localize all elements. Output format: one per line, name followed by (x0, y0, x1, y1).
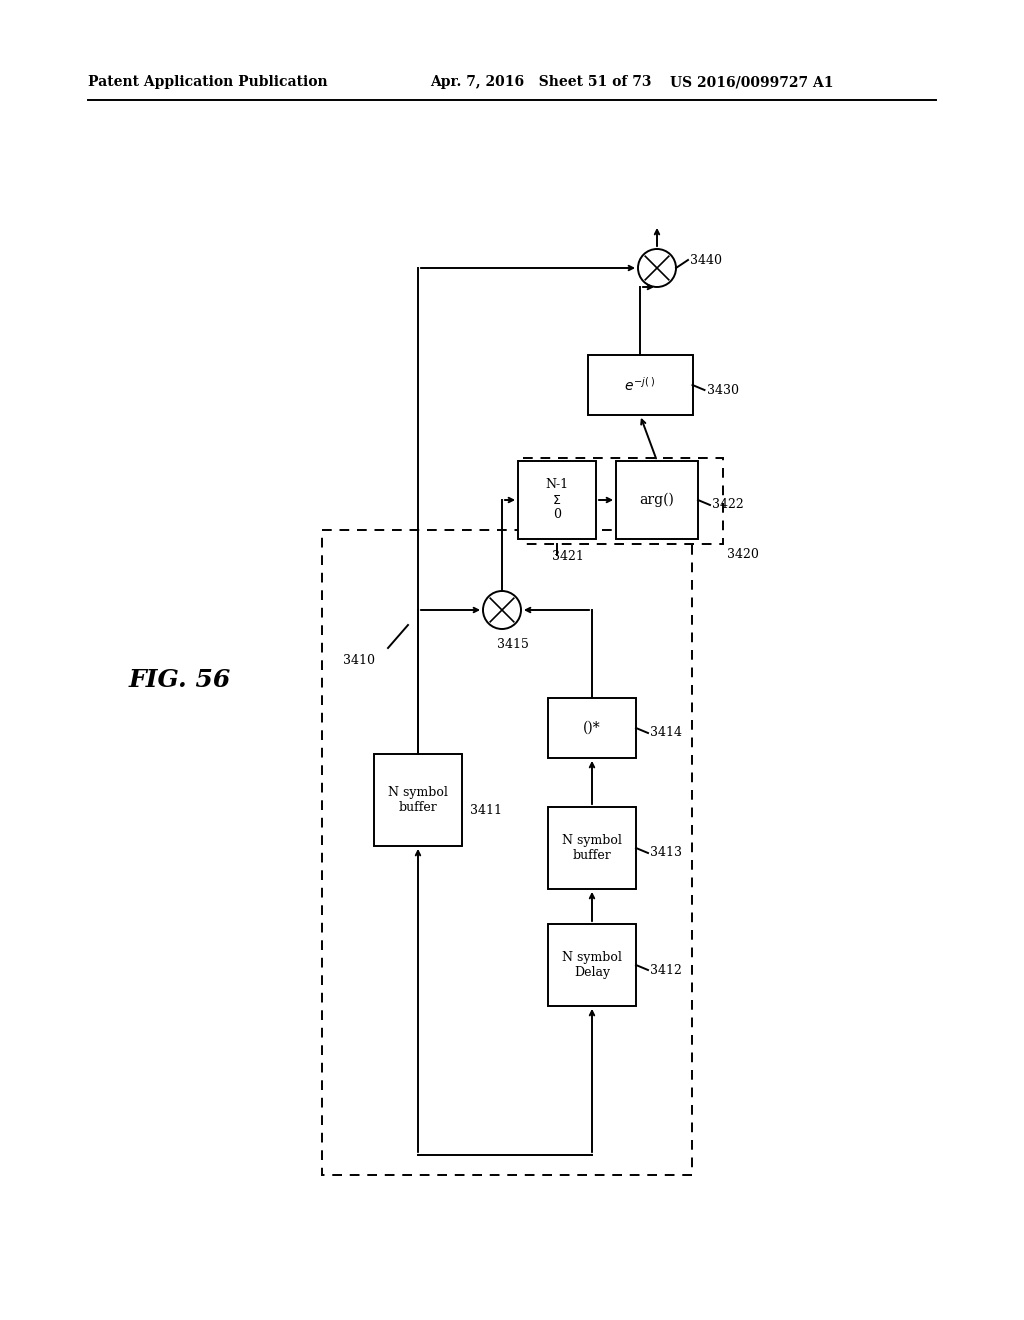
Text: 3415: 3415 (497, 639, 528, 652)
Text: 3413: 3413 (650, 846, 682, 859)
Bar (523, 458, 723, 544)
Text: 3420: 3420 (727, 548, 759, 561)
Text: $e^{-j(\ )}$: $e^{-j(\ )}$ (624, 376, 656, 393)
Bar (322, 531, 692, 1175)
Bar (588, 355, 692, 414)
Bar (548, 924, 636, 1006)
Text: 3410: 3410 (343, 653, 375, 667)
Text: 3412: 3412 (650, 964, 682, 977)
Text: 3422: 3422 (712, 499, 743, 511)
Text: N symbol
Delay: N symbol Delay (562, 950, 622, 979)
Text: N symbol
buffer: N symbol buffer (562, 834, 622, 862)
Bar (548, 807, 636, 888)
Bar (548, 698, 636, 758)
Text: arg(): arg() (640, 492, 675, 507)
Text: N-1
$\Sigma$
0: N-1 $\Sigma$ 0 (546, 479, 568, 521)
Text: N symbol
buffer: N symbol buffer (388, 785, 447, 814)
Text: ()*: ()* (584, 721, 601, 735)
Bar (518, 461, 596, 539)
Text: Patent Application Publication: Patent Application Publication (88, 75, 328, 88)
Text: FIG. 56: FIG. 56 (129, 668, 231, 692)
Text: 3440: 3440 (690, 253, 722, 267)
Text: Apr. 7, 2016   Sheet 51 of 73: Apr. 7, 2016 Sheet 51 of 73 (430, 75, 651, 88)
Text: 3430: 3430 (707, 384, 738, 396)
Bar (616, 461, 698, 539)
Text: 3414: 3414 (650, 726, 682, 739)
Text: US 2016/0099727 A1: US 2016/0099727 A1 (670, 75, 834, 88)
Text: 3411: 3411 (470, 804, 502, 817)
Bar (374, 754, 462, 846)
Text: 3421: 3421 (552, 550, 584, 564)
